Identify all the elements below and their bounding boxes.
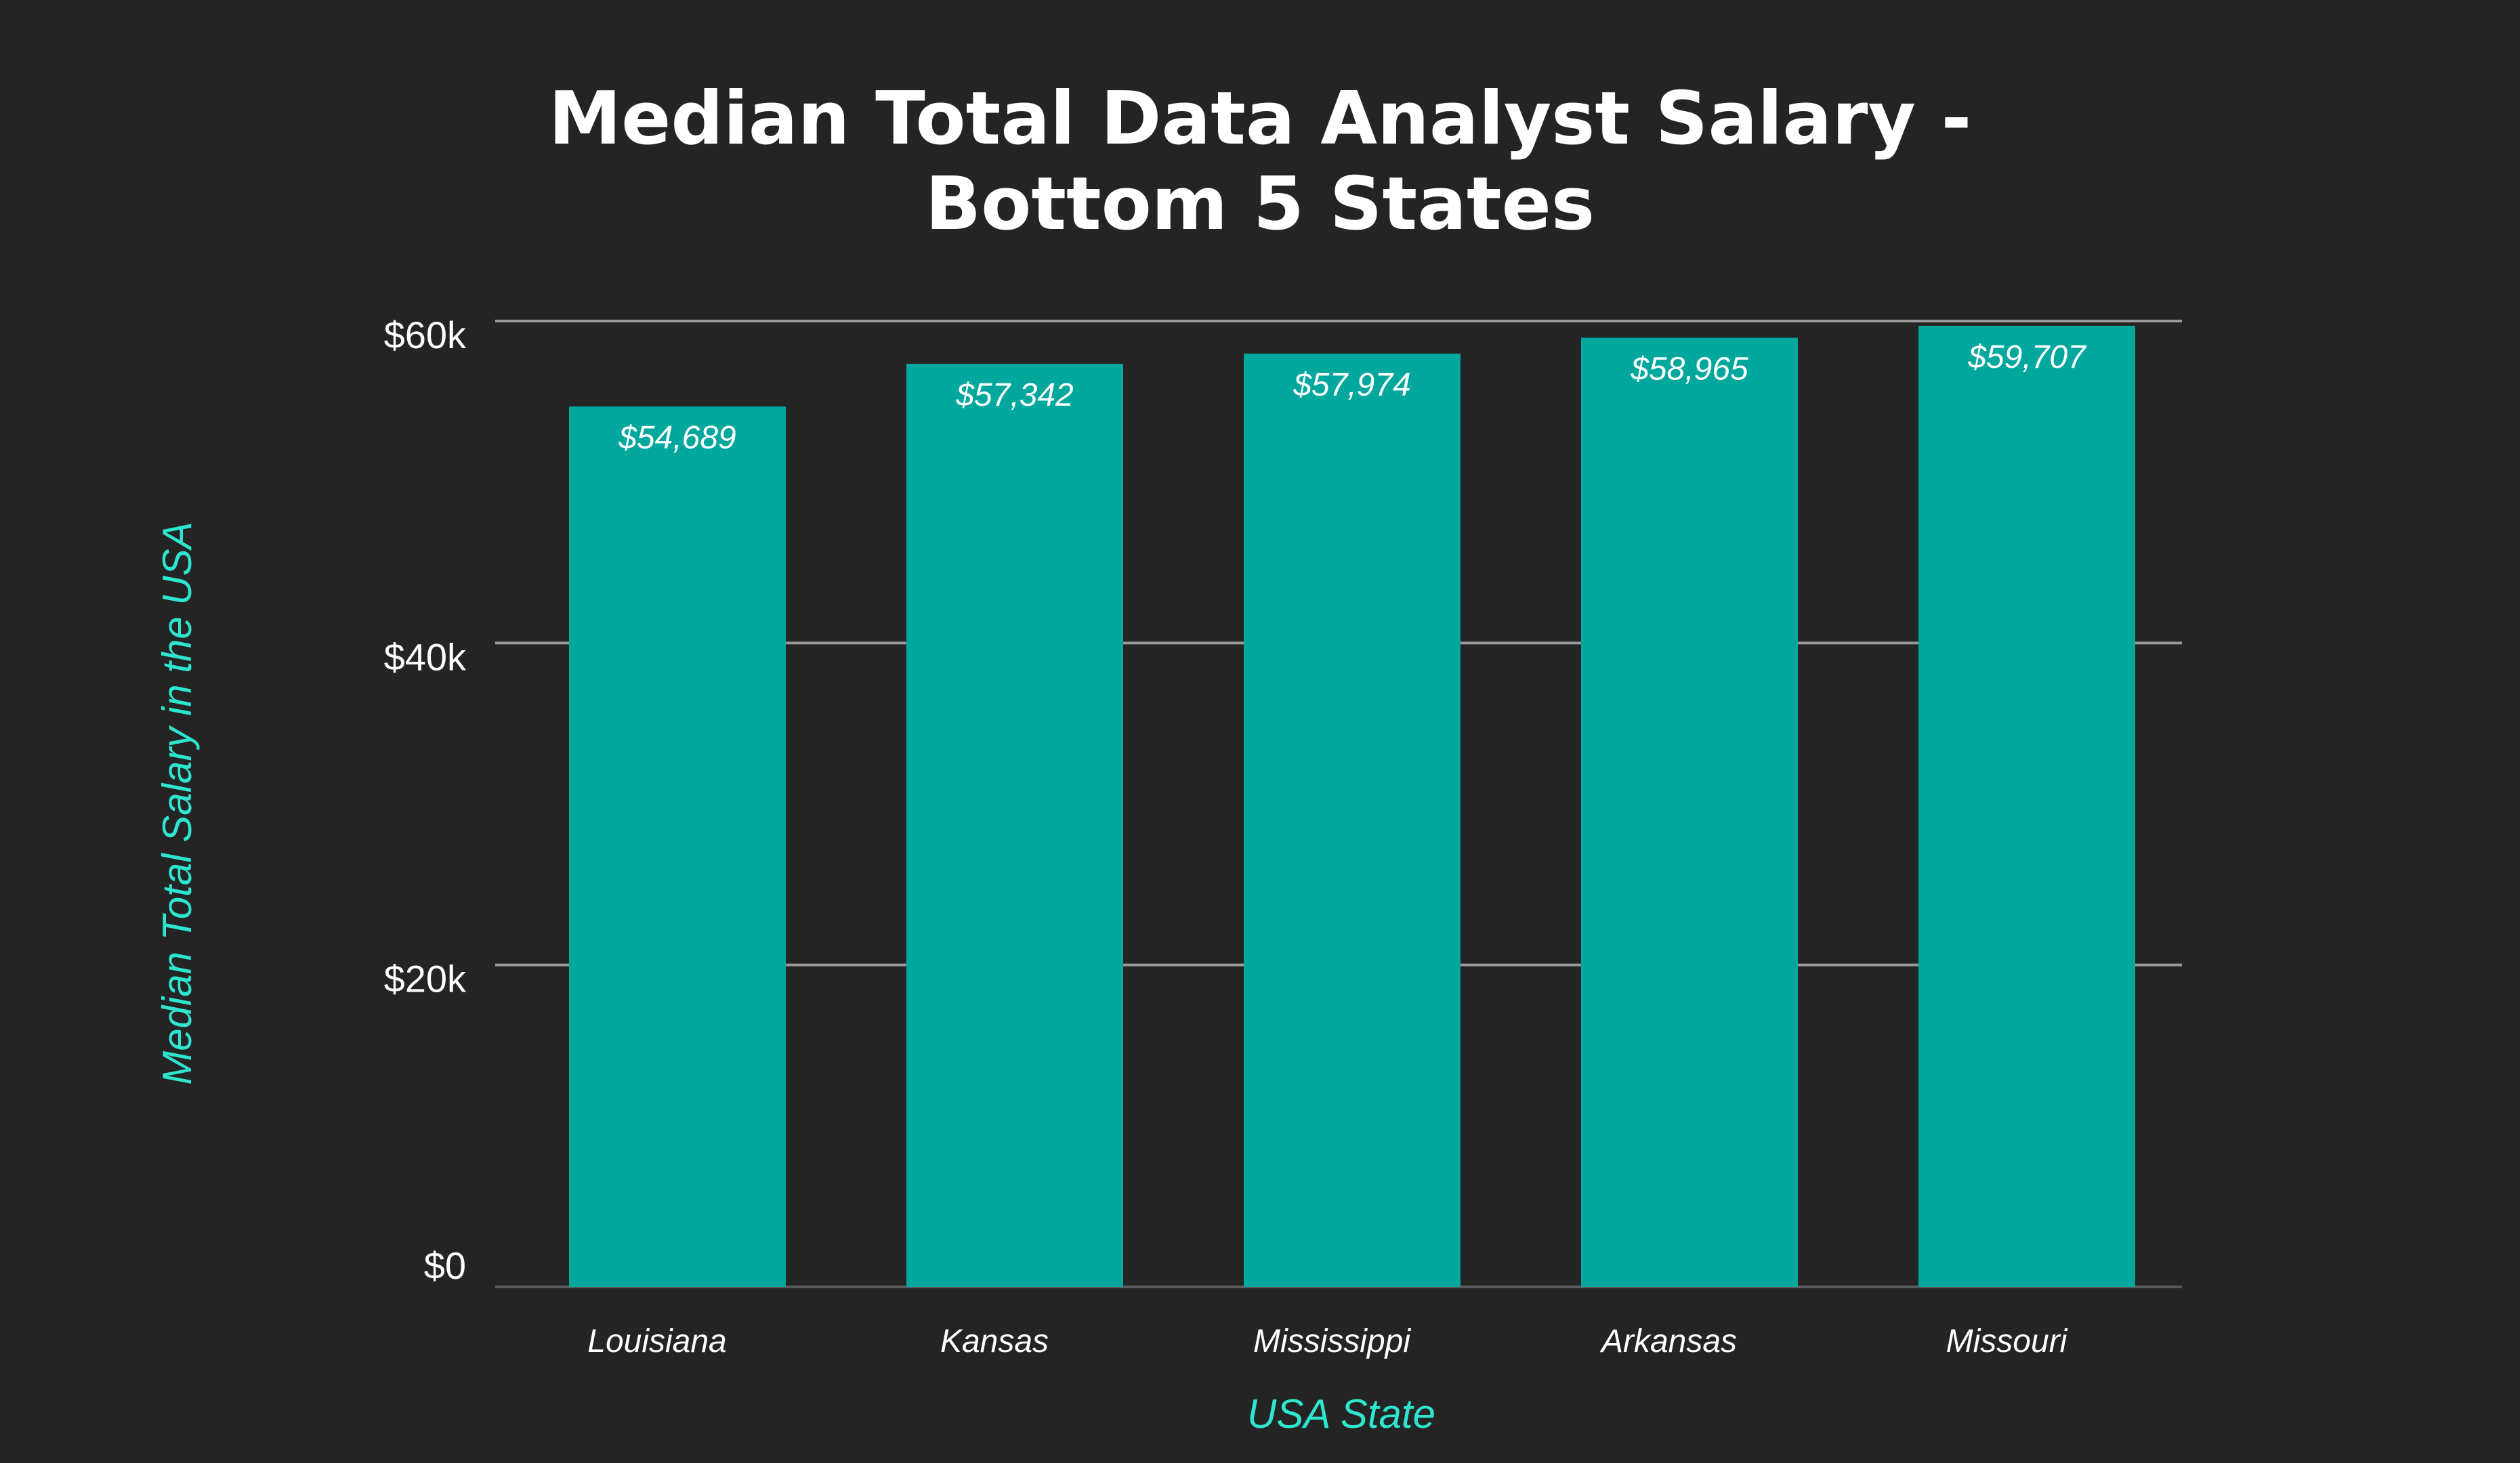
y-tick-label: $40k [384,635,467,678]
bar-louisiana [569,406,786,1287]
x-tick-label: Missouri [1946,1323,2068,1359]
y-axis-label: Median Total Salary in the USA [154,522,200,1085]
data-label: $54,689 [618,420,736,456]
x-axis-label: USA State [1247,1391,1435,1437]
bar-mississippi [1244,354,1461,1287]
x-tick-label: Arkansas [1599,1323,1737,1359]
bar-missouri [1918,325,2135,1287]
chart-title-line-1: Median Total Data Analyst Salary - [549,77,1972,161]
x-tick-label: Kansas [940,1323,1049,1359]
data-label: $57,974 [1293,367,1411,403]
bar-arkansas [1581,337,1798,1287]
chart-title-line-2: Bottom 5 States [925,162,1595,247]
x-tick-label: Louisiana [587,1323,727,1359]
y-tick-label: $20k [384,958,467,1000]
y-tick-label: $60k [384,314,467,356]
bar-kansas [906,364,1123,1287]
data-label: $59,707 [1967,339,2087,375]
data-label: $58,965 [1630,352,1748,387]
y-tick-label: $0 [424,1244,466,1287]
data-label: $57,342 [955,377,1074,413]
x-tick-label: Mississippi [1253,1323,1411,1359]
